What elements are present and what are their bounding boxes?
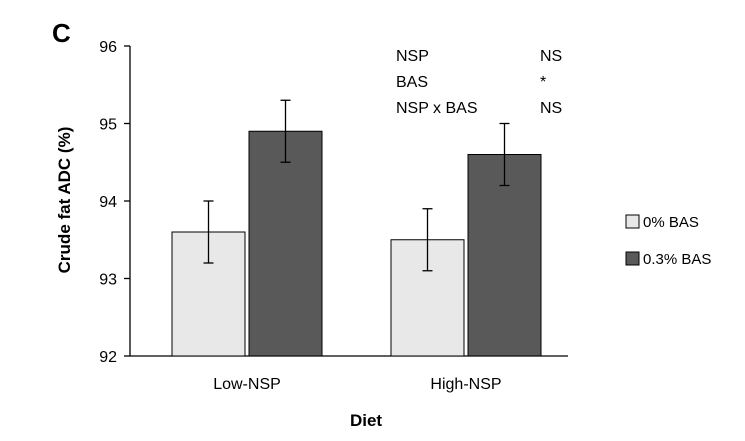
- y-tick-label: 94: [99, 194, 117, 211]
- legend-label-0pct-bas: 0% BAS: [643, 214, 699, 231]
- y-tick-label: 95: [99, 117, 117, 134]
- bar-low-nsp-series-1: [248, 130, 323, 357]
- x-category-label: High-NSP: [430, 376, 501, 393]
- y-tick-label: 93: [99, 272, 117, 289]
- legend-label-0-3pct-bas: 0.3% BAS: [643, 251, 711, 268]
- panel-label: C: [52, 18, 71, 48]
- annotation-result-nsp: NS: [540, 48, 562, 65]
- stats-annotations: NSP NS BAS * NSP x BAS NS: [396, 48, 562, 117]
- annotation-label-nsp-x-bas: NSP x BAS: [396, 100, 478, 117]
- annotation-label-bas: BAS: [396, 74, 428, 91]
- x-axis-title: Diet: [350, 411, 382, 430]
- x-category-label: Low-NSP: [213, 376, 281, 393]
- annotation-label-nsp: NSP: [396, 48, 429, 65]
- legend: 0% BAS 0.3% BAS: [625, 214, 711, 268]
- legend-swatch-0pct-bas: [625, 214, 640, 229]
- annotation-result-bas: *: [540, 74, 546, 91]
- bar-high-nsp-series-1: [467, 154, 542, 357]
- annotation-result-nsp-x-bas: NS: [540, 100, 562, 117]
- y-tick-label: 92: [99, 349, 117, 366]
- y-axis-title: Crude fat ADC (%): [55, 127, 74, 274]
- y-tick-label: 96: [99, 39, 117, 56]
- legend-swatch-0-3pct-bas: [625, 251, 640, 266]
- plot-area: 92 93 94 95 96 Low-NSP High-NSP: [99, 39, 568, 393]
